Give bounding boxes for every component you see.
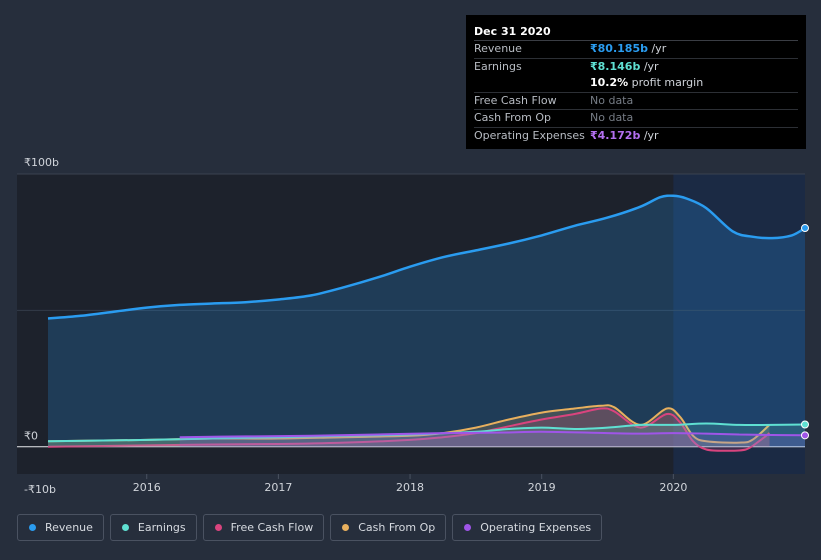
tooltip-date: Dec 31 2020 [474, 25, 551, 38]
tooltip-row: Cash From Op No data [474, 109, 798, 127]
tooltip-row: Revenue ₹80.185b /yr [474, 40, 798, 58]
endpoint-revenue [801, 224, 809, 233]
series-line-cash-from-op [47, 404, 771, 444]
tooltip-row-label: Revenue [474, 42, 522, 55]
series-line-revenue [47, 194, 806, 320]
gridlines [17, 173, 805, 448]
x-tick-label: 2016 [133, 481, 161, 494]
tooltip-rows: Revenue ₹80.185b /yr Earnings ₹8.146b /yr 10… [474, 40, 798, 144]
legend-item-free-cash-flow[interactable]: Free Cash Flow [202, 514, 325, 541]
tooltip-panel: Dec 31 2020 Revenue ₹80.185b /yr Earnings ₹… [466, 15, 806, 149]
chart-canvas: ₹100b ₹0 -₹10b 2016 2017 2018 2019 2020 [17, 156, 809, 496]
tooltip-row-label: Earnings [474, 59, 522, 73]
tooltip-row-label: Cash From Op [474, 111, 552, 124]
series-area-revenue [48, 195, 805, 447]
endpoint-earnings [801, 420, 809, 429]
series-line-operating-expenses [179, 430, 806, 439]
endpoint-operating-expenses [801, 431, 809, 440]
tooltip-row-number: ₹4.172b [590, 128, 641, 142]
x-tick-label: 2018 [396, 481, 424, 494]
tooltip-row-suffix: profit margin [628, 76, 704, 89]
series-group [47, 194, 809, 452]
x-tick-label: 2019 [528, 481, 556, 494]
legend-label: Free Cash Flow [230, 521, 314, 534]
y-tick-label: -₹10b [24, 483, 56, 496]
tooltip-row-label: Free Cash Flow [474, 93, 557, 107]
tooltip-row: Free Cash Flow No data [474, 91, 798, 110]
y-tick-label: ₹0 [24, 430, 38, 443]
series-area-cash-from-op [48, 405, 770, 447]
legend-dot-icon [214, 524, 222, 531]
tooltip-row-value: 10.2% profit margin [590, 75, 703, 92]
tooltip-row-value: ₹4.172b /yr [590, 128, 659, 145]
tooltip-row-number: No data [590, 93, 634, 107]
legend-dot-icon [121, 524, 129, 531]
series-line-free-cash-flow [47, 407, 771, 452]
legend-label: Earnings [137, 521, 186, 534]
tooltip-row-suffix: /yr [640, 128, 659, 142]
tooltip-row: Earnings ₹8.146b /yr [474, 57, 798, 76]
legend-item-revenue[interactable]: Revenue [17, 514, 104, 541]
series-area-earnings [48, 423, 805, 447]
legend-dot-icon [464, 524, 472, 531]
legend-label: Cash From Op [358, 521, 436, 534]
x-tick-label: 2017 [264, 481, 292, 494]
legend-item-earnings[interactable]: Earnings [109, 514, 197, 541]
legend: Revenue Earnings Free Cash Flow Cash From O… [17, 514, 603, 541]
tooltip-row-value: No data [590, 93, 633, 110]
tooltip-row-value: No data [590, 110, 633, 127]
y-tick-label: ₹100b [24, 156, 59, 169]
tooltip-row: Operating Expenses ₹4.172b /yr [474, 126, 798, 145]
legend-item-cash-from-op[interactable]: Cash From Op [330, 514, 447, 541]
series-area-free-cash-flow [48, 408, 770, 451]
tooltip-row-suffix: /yr [640, 59, 659, 73]
legend-label: Revenue [45, 521, 93, 534]
tooltip-row-label: Operating Expenses [474, 128, 585, 142]
tooltip-row-number: No data [590, 111, 634, 124]
tooltip-row-value: ₹8.146b /yr [590, 59, 659, 76]
x-tick-label: 2020 [659, 481, 687, 494]
x-axis-ticks: 2016 2017 2018 2019 2020 [133, 474, 687, 494]
tooltip-row-number: 10.2% [590, 76, 629, 89]
series-line-earnings [47, 422, 806, 443]
tooltip-row-number: ₹8.146b [590, 59, 641, 73]
legend-dot-icon [342, 524, 350, 531]
y-axis-ticks: ₹100b ₹0 -₹10b [24, 156, 59, 496]
tooltip-row-value: ₹80.185b /yr [590, 41, 666, 58]
tooltip-row: 10.2% profit margin [474, 75, 798, 92]
tooltip-row-suffix: /yr [647, 42, 667, 55]
tooltip-row-label [474, 75, 590, 92]
legend-item-operating-expenses[interactable]: Operating Expenses [452, 514, 603, 541]
legend-dot-icon [29, 524, 36, 531]
legend-label: Operating Expenses [480, 521, 592, 534]
tooltip-row-number: ₹80.185b [590, 42, 648, 55]
